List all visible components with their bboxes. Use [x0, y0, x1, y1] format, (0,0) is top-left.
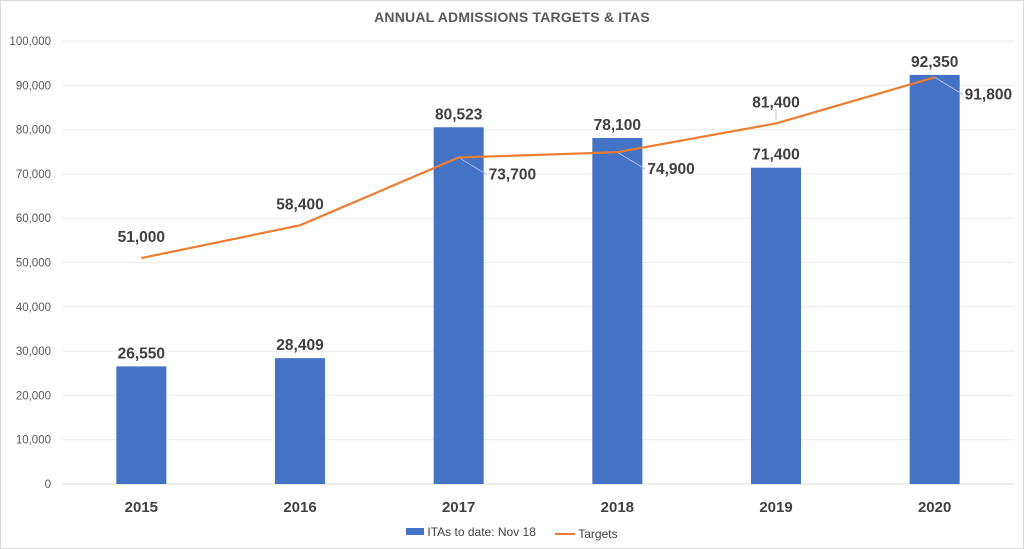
bar-data-label: 78,100	[594, 117, 641, 134]
bar-series	[116, 74, 960, 485]
legend-swatch-line	[555, 533, 576, 535]
bar-data-label: 26,550	[118, 345, 165, 362]
legend-item-itas: ITAs to date: Nov 18	[406, 525, 536, 539]
y-tick-label: 70,000	[16, 169, 51, 181]
leader-line	[458, 157, 487, 175]
y-tick-label: 50,000	[16, 258, 51, 270]
y-tick-label: 40,000	[16, 302, 51, 314]
target-data-label: 81,400	[752, 94, 799, 111]
legend-label-itas: ITAs to date: Nov 18	[427, 524, 536, 539]
target-data-label: 73,700	[489, 167, 536, 184]
x-tick-label: 2016	[283, 499, 316, 516]
bar	[592, 138, 643, 484]
bar-data-label: 80,523	[435, 106, 483, 123]
bar-data-label: 71,400	[752, 147, 799, 164]
y-tick-label: 0	[45, 479, 51, 491]
data-labels: 26,550 28,409 80,523 78,100 71,400 92,350 51,0…	[118, 54, 1012, 362]
x-tick-label: 2017	[442, 499, 475, 516]
bar	[909, 74, 960, 485]
leader-line	[934, 76, 963, 95]
y-tick-label: 80,000	[16, 125, 51, 137]
x-tick-label: 2015	[125, 499, 158, 516]
x-tick-label: 2020	[918, 499, 951, 516]
label-leader-lines	[458, 76, 963, 175]
target-data-label: 51,000	[118, 229, 165, 246]
bar	[275, 358, 325, 484]
y-tick-label: 30,000	[16, 346, 51, 358]
bar-data-label: 28,409	[276, 337, 324, 354]
bar-data-label: 92,350	[911, 54, 958, 71]
y-tick-label: 90,000	[16, 80, 51, 92]
legend-label-targets: Targets	[578, 527, 618, 541]
gridlines	[62, 40, 1014, 485]
legend: ITAs to date: Nov 18 Targets	[0, 524, 1024, 541]
x-tick-label: 2018	[601, 499, 634, 516]
chart-title: ANNUAL ADMISSIONS TARGETS & ITAS	[374, 9, 650, 25]
line-series	[141, 76, 935, 260]
y-tick-label: 60,000	[16, 213, 51, 225]
legend-item-targets: Targets	[555, 527, 618, 541]
y-axis-ticks: 0 10,000 20,000 30,000 40,000 50,000 60,000 70,…	[9, 36, 51, 491]
legend-swatch-bar	[406, 528, 425, 535]
bar	[433, 127, 484, 484]
target-line	[141, 76, 935, 260]
bar	[116, 366, 167, 484]
y-tick-label: 100,000	[9, 36, 51, 48]
bar	[751, 167, 801, 484]
x-axis-ticks: 2015 2016 2017 2018 2019 2020	[125, 499, 952, 516]
x-tick-label: 2019	[759, 499, 792, 516]
target-data-label: 74,900	[647, 161, 694, 178]
y-tick-label: 10,000	[16, 435, 51, 447]
leader-line	[617, 151, 646, 170]
y-tick-label: 20,000	[16, 390, 51, 402]
target-data-label: 58,400	[276, 196, 323, 213]
target-data-label: 91,800	[965, 86, 1012, 103]
